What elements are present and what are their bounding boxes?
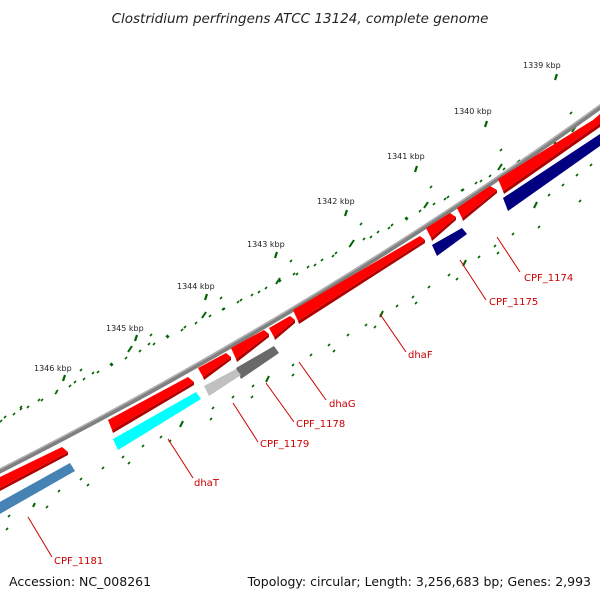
kbp-label: 1345 kbp (106, 324, 144, 333)
genome-backbone (0, 104, 600, 474)
gene-label: CPF_1175 (489, 297, 538, 308)
kbp-label: 1339 kbp (523, 61, 561, 70)
map-title: Clostridium perfringens ATCC 13124, comp… (112, 11, 489, 27)
label-leaders (27, 236, 521, 558)
accession-label: Accession: NC_008261 (9, 574, 151, 589)
kbp-label: 1341 kbp (387, 152, 425, 161)
kbp-label: 1344 kbp (177, 282, 215, 291)
gene-arrow (269, 316, 295, 337)
gene-label: CPF_1174 (524, 273, 573, 284)
gene-label: CPF_1181 (54, 556, 103, 567)
gene-arrow (503, 134, 600, 211)
outer-tick-ring-upper (19, 111, 573, 409)
gene-label: CPF_1179 (260, 439, 309, 450)
inner-tick-ring (7, 163, 593, 518)
kbp-label: 1346 kbp (34, 364, 72, 373)
kbp-label: 1342 kbp (317, 197, 355, 206)
forward-genes-shadow (0, 123, 600, 491)
gene-label: dhaF (408, 350, 433, 361)
gene-arrow (236, 346, 279, 379)
gene-arrow (231, 330, 269, 359)
gene-arrow (293, 236, 425, 321)
gene-arrow (498, 114, 600, 191)
gene-arrow (432, 228, 467, 256)
gene-arrow (457, 186, 497, 218)
gene-arrow (108, 377, 194, 430)
forward-genes (0, 114, 600, 488)
gene-label: CPF_1178 (296, 419, 345, 430)
gene-arrow (204, 369, 241, 396)
gene-label: dhaT (194, 478, 220, 489)
genome-backbone-highlight (0, 104, 600, 470)
gene-arrow (0, 463, 75, 514)
kbp-tick-ring (3, 121, 595, 419)
gene-arrow (426, 213, 456, 238)
gene-arrow (113, 392, 201, 450)
kbp-major-ticks (61, 73, 559, 382)
gene-label: dhaG (329, 399, 356, 410)
gene-arrow (198, 353, 231, 377)
inner-tick-ring-2 (5, 199, 582, 531)
gene-arrow (0, 447, 68, 488)
kbp-label: 1343 kbp (247, 240, 285, 249)
kbp-label: 1340 kbp (454, 107, 492, 116)
reverse-genes (0, 134, 600, 514)
genome-summary-label: Topology: circular; Length: 3,256,683 bp… (247, 574, 591, 589)
